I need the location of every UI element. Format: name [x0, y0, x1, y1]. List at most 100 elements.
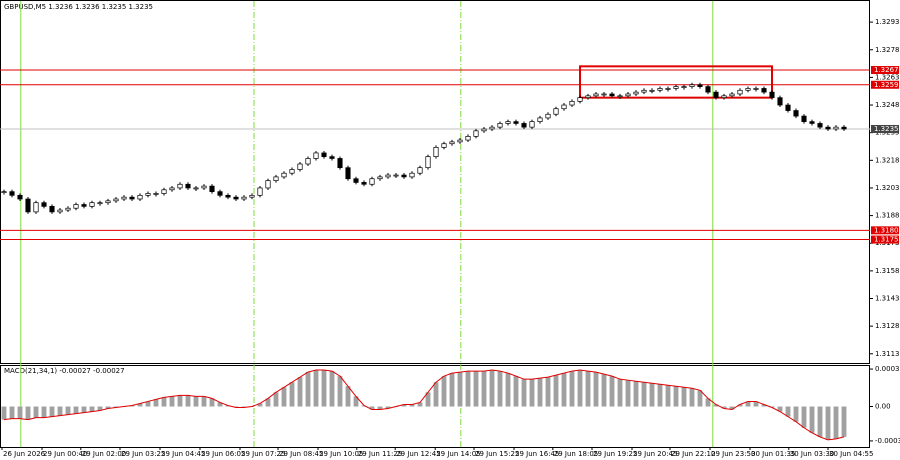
macd-title: MACD(21,34,1) -0.00027 -0.00027 [4, 367, 125, 375]
y-tick-label: 1.3188 [875, 212, 900, 220]
macd-bar [41, 406, 47, 418]
macd-bar [633, 381, 639, 407]
x-tick-label: 29 Jun 00:40 [43, 450, 87, 458]
level-label-bg [871, 226, 899, 235]
macd-bar [345, 386, 351, 407]
candle [513, 121, 519, 124]
macd-bar [593, 372, 599, 407]
x-tick-label: 29 Jun 03:25 [121, 450, 165, 458]
y-tick-label: 1.3113 [875, 350, 900, 358]
level-label-bg [871, 66, 899, 75]
level-label-bg [871, 235, 899, 244]
candle [321, 152, 327, 157]
candle [769, 91, 775, 99]
macd-bar [433, 382, 439, 407]
candle [217, 191, 223, 196]
macd-bar [193, 396, 199, 407]
macd-bar [713, 404, 719, 407]
candle [89, 202, 95, 207]
candle [681, 86, 687, 88]
x-tick-label: 26 Jun 2026 [3, 450, 46, 458]
macd-bar [665, 385, 671, 407]
macd-bar [353, 396, 359, 407]
candle [289, 169, 295, 174]
candle [265, 180, 271, 189]
candle [57, 209, 63, 213]
candle [353, 178, 359, 183]
x-tick-label: 29 Jun 18:05 [554, 450, 598, 458]
candle [377, 176, 383, 180]
x-tick-label: 29 Jun 19:25 [593, 450, 637, 458]
macd-bar [833, 406, 839, 439]
candle [97, 202, 103, 205]
macd-bar [273, 392, 279, 407]
candle [313, 152, 319, 159]
macd-bar [801, 406, 807, 428]
candle [721, 95, 727, 99]
macd-bar [465, 371, 471, 407]
candle [585, 95, 591, 99]
macd-bar [553, 375, 559, 407]
candle [449, 141, 455, 145]
candle [257, 187, 263, 196]
x-tick-label: 29 Jun 06:05 [201, 450, 245, 458]
candle [641, 89, 647, 93]
candle [561, 104, 567, 110]
y-tick-label: 1.3263 [875, 73, 900, 81]
candle [441, 143, 447, 148]
candle [81, 204, 87, 207]
candle [345, 167, 351, 180]
macd-bar [425, 392, 431, 407]
macd-bar [73, 406, 79, 414]
macd-bar [489, 370, 495, 407]
macd-bar [377, 406, 383, 410]
candle [689, 84, 695, 87]
macd-bar [265, 398, 271, 407]
x-tick-label: 30 Jun 01:35 [751, 450, 795, 458]
macd-bar [681, 387, 687, 407]
macd-bar [745, 401, 751, 407]
macd-bar [697, 390, 703, 407]
macd-bar [281, 387, 287, 407]
macd-bar [337, 376, 343, 407]
candle [625, 93, 631, 97]
macd-bar [721, 406, 727, 409]
candle [129, 196, 135, 200]
candle [817, 123, 823, 128]
macd-bar [113, 406, 119, 408]
macd-bar [825, 406, 831, 440]
candle [17, 194, 23, 200]
candle [361, 182, 367, 185]
candle [489, 126, 495, 130]
candle [465, 136, 471, 141]
macd-bar [105, 406, 111, 409]
macd-bar [33, 406, 39, 418]
candle [241, 196, 247, 200]
y-tick-label: 1.3143 [875, 295, 900, 303]
macd-bar [673, 386, 679, 407]
y-tick-label: 1.3158 [875, 267, 900, 275]
macd-bar [65, 406, 71, 415]
candle [33, 202, 39, 213]
last-price-label: 1.3235 [874, 125, 899, 133]
candle [609, 93, 615, 97]
macd-tick-label: -0.00034 [875, 437, 900, 445]
last-price-bg [871, 124, 899, 133]
candle [337, 158, 343, 169]
candle [569, 100, 575, 106]
candle [73, 204, 79, 209]
candle [833, 126, 839, 130]
candle [113, 198, 119, 202]
candle [41, 202, 47, 207]
price-panel [0, 0, 870, 364]
macd-bar [329, 371, 335, 407]
candle [617, 95, 623, 98]
candle [25, 198, 31, 213]
macd-bar [321, 370, 327, 407]
macd-bar [1, 406, 7, 420]
candle [529, 121, 535, 128]
macd-bar [705, 398, 711, 407]
macd-bar [585, 371, 591, 407]
candle [825, 126, 831, 130]
